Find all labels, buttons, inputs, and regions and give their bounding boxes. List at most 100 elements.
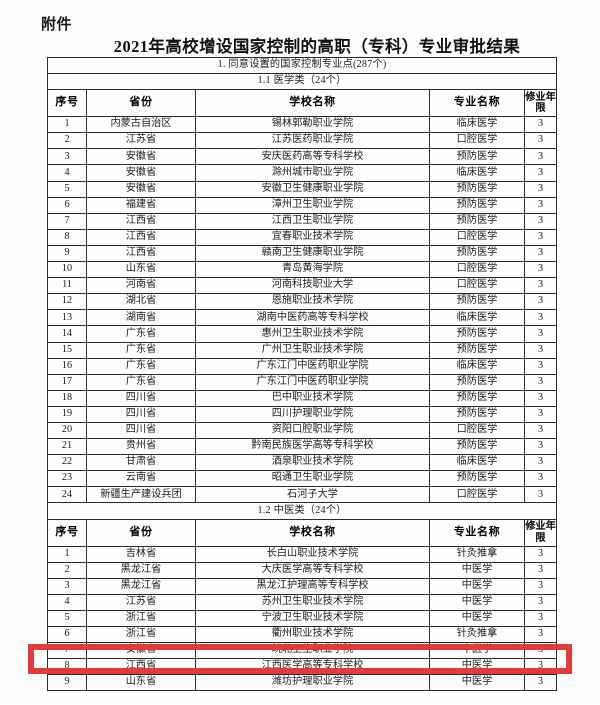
cell-major: 临床医学 [429, 357, 525, 375]
table-row: 11 河南省 河南科技职业大学 口腔医学 3 [47, 277, 558, 295]
cell-index: 8 [47, 658, 87, 676]
attachment-label: 附件 [41, 16, 73, 33]
cell-index: 6 [47, 625, 87, 644]
table-row: 2 黑龙江省 大庆医学高等专科学校 中医学 3 [47, 561, 558, 579]
cell-major: 中医学 [429, 593, 525, 611]
table-row: 7 安徽省 皖北卫生职业学院 中医学 3 [47, 642, 558, 660]
table-row: 17 广东省 广东江门中医药职业学院 预防医学 3 [47, 373, 558, 391]
cell-major: 预防医学 [429, 389, 525, 407]
cell-school: 漳州卫生职业学院 [195, 196, 430, 214]
column-header-row-tcm: 序号 省份 学校名称 专业名称 修业年限 [47, 518, 558, 547]
column-header-major: 专业名称 [429, 518, 525, 547]
cell-province: 河南省 [86, 277, 196, 295]
cell-index: 3 [47, 577, 87, 595]
cell-years: 3 [523, 421, 558, 440]
cell-major: 预防医学 [429, 148, 525, 166]
cell-years: 3 [523, 212, 558, 230]
cell-major: 临床医学 [429, 309, 525, 327]
cell-years: 3 [523, 261, 558, 279]
column-header-province: 省份 [86, 89, 196, 118]
table-row: 4 江苏省 苏州卫生职业技术学院 中医学 3 [47, 593, 558, 611]
cell-years: 3 [523, 405, 558, 423]
cell-index: 12 [47, 293, 87, 311]
cell-school: 滁州城市职业学院 [195, 164, 430, 182]
table-row: 15 广东省 广州卫生职业技术学院 预防医学 3 [47, 341, 558, 359]
cell-index: 16 [47, 357, 87, 375]
table-row: 6 浙江省 衢州职业技术学院 针灸推拿 3 [47, 625, 558, 644]
cell-index: 13 [47, 309, 87, 327]
cell-school: 锡林郭勒职业学院 [195, 116, 430, 134]
table-row: 24 新疆生产建设兵团 石河子大学 口腔医学 3 [47, 486, 558, 504]
cell-province: 云南省 [86, 470, 196, 488]
cell-years: 3 [523, 438, 558, 456]
table-row: 4 安徽省 滁州城市职业学院 临床医学 3 [47, 164, 558, 182]
cell-major: 口腔医学 [429, 228, 525, 246]
cell-province: 江西省 [86, 244, 196, 263]
table-row: 9 山东省 潍坊护理职业学院 中医学 3 [47, 674, 558, 692]
cell-index: 14 [47, 325, 87, 343]
section-heading-1-2: 1.2 中医类（24个） [46, 502, 558, 520]
cell-province: 四川省 [86, 405, 196, 423]
cell-years: 3 [523, 164, 558, 182]
section-heading-1-1: 1.1 医学类（24个） [46, 73, 558, 91]
cell-school: 石河子大学 [195, 486, 430, 504]
cell-years: 3 [523, 277, 558, 295]
cell-province: 甘肃省 [86, 454, 196, 472]
cell-index: 20 [47, 421, 87, 440]
cell-major: 中医学 [429, 577, 525, 595]
column-header-years: 修业年限 [523, 89, 558, 118]
cell-index: 4 [47, 164, 87, 182]
cell-years: 3 [523, 625, 558, 644]
cell-major: 口腔医学 [429, 421, 525, 440]
cell-index: 2 [47, 132, 87, 150]
cell-province: 山东省 [86, 261, 196, 279]
cell-school: 宜春职业技术学院 [195, 228, 430, 246]
table-row: 3 黑龙江省 黑龙江护理高等专科学校 中医学 3 [47, 577, 558, 595]
cell-index: 5 [47, 180, 87, 198]
cell-index: 15 [47, 341, 87, 359]
cell-major: 预防医学 [429, 405, 525, 423]
cell-school: 宁波卫生职业技术学院 [195, 609, 430, 628]
table-row: 5 安徽省 安徽卫生健康职业学院 预防医学 3 [47, 180, 558, 198]
cell-school: 资阳口腔职业学院 [195, 421, 430, 440]
cell-years: 3 [523, 454, 558, 472]
cell-province: 广东省 [86, 325, 196, 343]
cell-school: 安庆医药高等专科学校 [195, 148, 430, 166]
cell-school: 皖北卫生职业学院 [195, 642, 430, 660]
cell-major: 预防医学 [429, 438, 525, 456]
cell-province: 浙江省 [86, 625, 196, 644]
cell-province: 新疆生产建设兵团 [86, 486, 196, 504]
cell-province: 黑龙江省 [86, 577, 196, 595]
column-header-index: 序号 [47, 89, 87, 118]
cell-index: 1 [47, 116, 87, 134]
table-row: 10 山东省 青岛黄海学院 口腔医学 3 [47, 261, 558, 279]
cell-province: 江西省 [86, 228, 196, 246]
cell-school: 江西医学高等专科学校 [195, 658, 430, 676]
cell-major: 针灸推拿 [429, 625, 525, 644]
approval-results-table: 1. 同意设置的国家控制专业点(287个) 1.1 医学类（24个） 序号 省份 学校名… [46, 56, 558, 692]
table-row: 8 江西省 江西医学高等专科学校 中医学 3 [47, 658, 558, 676]
page-title: 2021年高校增设国家控制的高职（专科）专业审批结果 [113, 37, 521, 56]
table-row: 18 四川省 巴中职业技术学院 预防医学 3 [47, 389, 558, 407]
section-heading-1-1-label: 1.1 医学类（24个） [46, 73, 558, 91]
cell-index: 8 [47, 228, 87, 246]
cell-school: 昭通卫生职业学院 [195, 470, 430, 488]
cell-years: 3 [523, 116, 558, 134]
cell-major: 口腔医学 [429, 132, 525, 150]
cell-years: 3 [523, 577, 558, 595]
cell-major: 口腔医学 [429, 486, 525, 504]
table-row: 1 吉林省 长白山职业技术学院 针灸推拿 3 [47, 545, 558, 563]
table-row: 8 江西省 宜春职业技术学院 口腔医学 3 [47, 228, 558, 246]
cell-index: 1 [47, 545, 87, 563]
section-heading-1-label: 1. 同意设置的国家控制专业点(287个) [46, 56, 558, 75]
cell-province: 福建省 [86, 196, 196, 214]
cell-years: 3 [523, 325, 558, 343]
cell-province: 湖南省 [86, 309, 196, 327]
cell-province: 四川省 [86, 389, 196, 407]
section-heading-1: 1. 同意设置的国家控制专业点(287个) [46, 56, 558, 75]
cell-index: 3 [47, 148, 87, 166]
cell-years: 3 [523, 593, 558, 611]
cell-major: 口腔医学 [429, 277, 525, 295]
cell-province: 安徽省 [86, 164, 196, 182]
cell-school: 惠州卫生职业技术学院 [195, 325, 430, 343]
